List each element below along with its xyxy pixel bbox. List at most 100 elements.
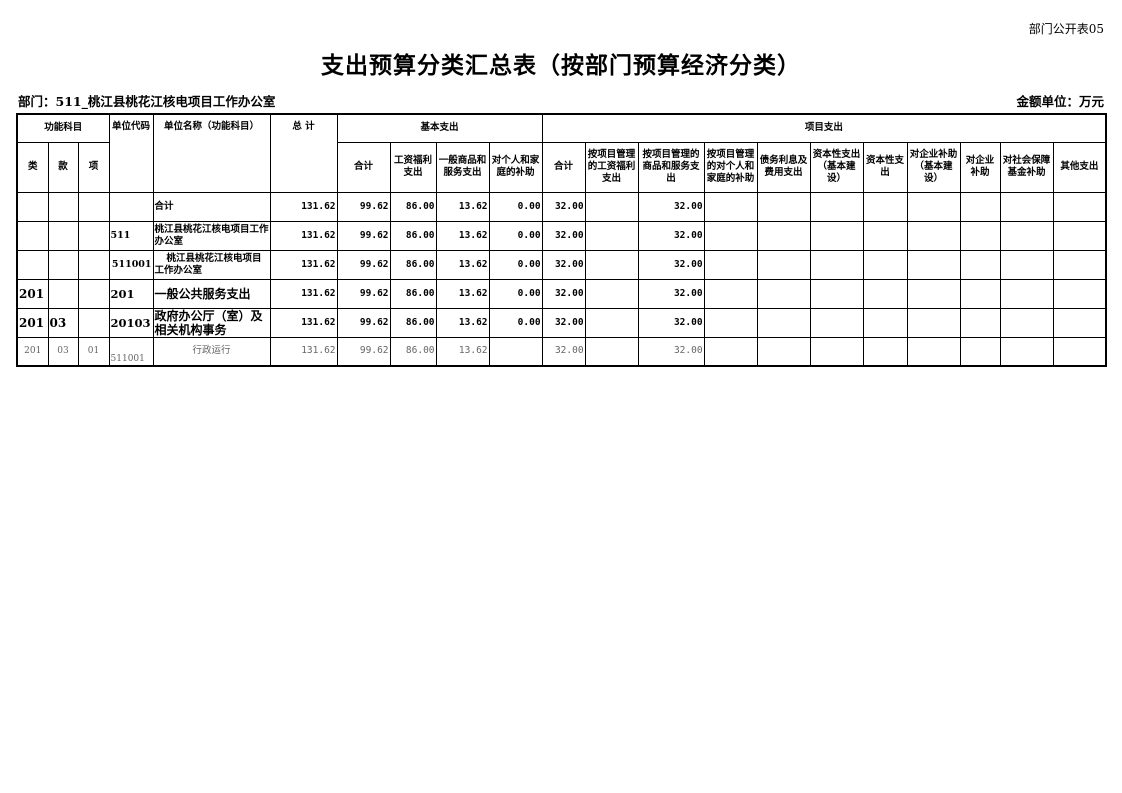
table-row: 201 03 20103 政府办公厅（室）及相关机构事务 131.62 99.62 86.0… <box>16 307 1107 338</box>
cell-amount: 32.00 <box>637 307 705 338</box>
cell-amount: 32.00 <box>541 307 586 338</box>
cell-unit-code: 511 <box>108 220 154 251</box>
cell-amount: 32.00 <box>637 249 705 280</box>
cell-amount <box>862 249 908 280</box>
cell-amount <box>584 278 639 309</box>
cell-amount <box>1052 220 1107 251</box>
header-basic-col: 工资福利支出 <box>389 141 437 193</box>
cell-amount: 99.62 <box>336 307 391 338</box>
cell-amount <box>862 220 908 251</box>
header-project-col: 债务利息及费用支出 <box>756 141 811 193</box>
cell-amount: 131.62 <box>269 278 338 309</box>
amount-unit-label: 金额单位：万元 <box>1016 94 1104 109</box>
cell-amount <box>703 307 758 338</box>
cell-amount <box>703 278 758 309</box>
cell-amount <box>959 336 1001 367</box>
header-project-col: 对企业补助（基本建设） <box>906 141 961 193</box>
cell-amount <box>999 278 1054 309</box>
cell-amount: 13.62 <box>435 191 490 222</box>
cell-amount <box>862 191 908 222</box>
cell-unit-name: 一般公共服务支出 <box>152 278 271 309</box>
cell-amount: 0.00 <box>488 278 543 309</box>
cell-amount: 32.00 <box>541 336 586 367</box>
cell-amount: 32.00 <box>637 336 705 367</box>
cell-amount <box>959 191 1001 222</box>
header-project-col: 其他支出 <box>1052 141 1107 193</box>
cell-amount: 0.00 <box>488 191 543 222</box>
cell-amount <box>703 249 758 280</box>
cell-unit-name: 桃江县桃花江核电项目工作办公室 <box>152 220 271 251</box>
cell-kuan <box>47 249 79 280</box>
cell-amount <box>809 220 864 251</box>
header-basic-col: 合计 <box>336 141 391 193</box>
cell-amount <box>906 336 961 367</box>
header-project-col: 对社会保障基金补助 <box>999 141 1054 193</box>
cell-unit-name: 合计 <box>152 191 271 222</box>
cell-amount: 86.00 <box>389 307 437 338</box>
cell-amount <box>999 336 1054 367</box>
cell-lei: 201 <box>16 278 49 309</box>
header-project-col: 资本性支出（基本建设） <box>809 141 864 193</box>
cell-amount: 86.00 <box>389 278 437 309</box>
header-kuan: 款 <box>47 141 79 193</box>
cell-amount <box>906 278 961 309</box>
header-basic-col: 对个人和家庭的补助 <box>488 141 543 193</box>
cell-amount <box>999 220 1054 251</box>
department-label: 部门：511_桃江县桃花江核电项目工作办公室 <box>18 94 276 109</box>
cell-xiang: 01 <box>77 336 110 367</box>
cell-amount <box>756 307 811 338</box>
cell-amount: 86.00 <box>389 336 437 367</box>
cell-amount <box>584 249 639 280</box>
cell-amount <box>756 336 811 367</box>
cell-amount: 99.62 <box>336 191 391 222</box>
cell-amount: 0.00 <box>488 249 543 280</box>
cell-amount <box>809 336 864 367</box>
cell-amount: 13.62 <box>435 249 490 280</box>
cell-amount <box>584 220 639 251</box>
cell-kuan <box>47 191 79 222</box>
cell-amount: 32.00 <box>541 249 586 280</box>
header-lei: 类 <box>16 141 49 193</box>
cell-amount <box>756 191 811 222</box>
cell-amount <box>959 220 1001 251</box>
cell-xiang <box>77 191 110 222</box>
cell-amount <box>756 278 811 309</box>
table-row: 201 03 01 511001 行政运行 131.62 99.62 86.00 13.62 32… <box>16 336 1107 367</box>
cell-kuan: 03 <box>47 336 79 367</box>
cell-amount: 131.62 <box>269 220 338 251</box>
cell-amount: 131.62 <box>269 307 338 338</box>
header-project-col: 按项目管理的工资福利支出 <box>584 141 639 193</box>
cell-amount <box>862 336 908 367</box>
cell-xiang <box>77 220 110 251</box>
cell-amount: 32.00 <box>637 220 705 251</box>
cell-amount: 131.62 <box>269 191 338 222</box>
cell-amount <box>862 278 908 309</box>
cell-amount: 0.00 <box>488 307 543 338</box>
expenditure-table: 功能科目 单位代码 单位名称（功能科目） 总 计 基本支出 项目支出 类 款 项… <box>16 113 1108 367</box>
cell-amount: 32.00 <box>541 220 586 251</box>
cell-amount <box>703 220 758 251</box>
cell-amount <box>756 249 811 280</box>
cell-amount <box>906 191 961 222</box>
cell-amount: 0.00 <box>488 220 543 251</box>
cell-unit-code: 20103 <box>108 307 154 338</box>
cell-amount: 99.62 <box>336 336 391 367</box>
table-row: 511001 桃江县桃花江核电项目工作办公室 131.62 99.62 86.00 13.… <box>16 249 1107 280</box>
cell-kuan <box>47 278 79 309</box>
cell-amount <box>862 307 908 338</box>
cell-lei <box>16 191 49 222</box>
cell-amount: 32.00 <box>541 278 586 309</box>
cell-unit-code: 511001 <box>108 249 154 280</box>
cell-amount <box>584 191 639 222</box>
header-project-col: 按项目管理的对个人和家庭的补助 <box>703 141 758 193</box>
cell-lei: 201 <box>16 336 49 367</box>
cell-xiang <box>77 249 110 280</box>
cell-lei: 201 <box>16 307 49 338</box>
cell-amount <box>1052 191 1107 222</box>
header-project: 项目支出 <box>541 113 1107 143</box>
header-total: 总 计 <box>269 113 338 193</box>
cell-amount <box>756 220 811 251</box>
header-basic: 基本支出 <box>336 113 543 143</box>
cell-amount <box>959 307 1001 338</box>
cell-amount: 99.62 <box>336 220 391 251</box>
